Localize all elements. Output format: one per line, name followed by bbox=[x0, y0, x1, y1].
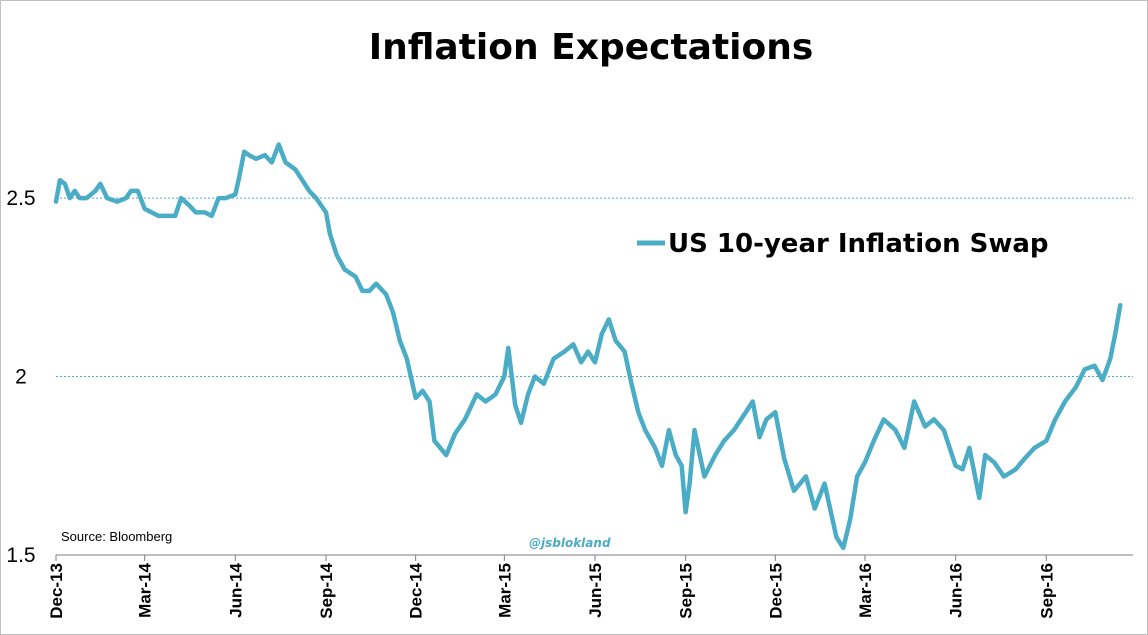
x-tick-label: Sep-16 bbox=[1037, 563, 1056, 619]
source-note: Source: Bloomberg bbox=[61, 529, 172, 544]
series-layer bbox=[53, 142, 1123, 551]
y-tick-label: 1.5 bbox=[6, 544, 35, 567]
x-tick-label: Dec-15 bbox=[766, 563, 785, 619]
y-axis-ticks: 1.5 2 2.5 bbox=[6, 187, 35, 567]
series-line-0 bbox=[53, 142, 1123, 551]
x-tick-label: Jun-16 bbox=[947, 563, 966, 618]
x-axis-ticks: Dec-13 Mar-14 Jun-14 Sep-14 Dec-14 Mar-15 Jun-… bbox=[47, 554, 1133, 619]
y-tick-label: 2.5 bbox=[6, 187, 35, 210]
x-tick-label: Dec-14 bbox=[407, 562, 426, 618]
y-tick-label: 2 bbox=[15, 366, 27, 389]
x-tick-label: Sep-14 bbox=[317, 562, 336, 618]
legend-label: US 10-year Inflation Swap bbox=[668, 229, 1049, 259]
grid-lines bbox=[56, 197, 1133, 378]
x-tick-label: Sep-15 bbox=[677, 563, 696, 619]
x-tick-label: Mar-16 bbox=[856, 563, 875, 618]
chart-title: Inflation Expectations bbox=[369, 27, 814, 68]
x-tick-label: Mar-14 bbox=[136, 562, 155, 617]
x-tick-label: Jun-14 bbox=[226, 562, 245, 617]
watermark: @jsblokland bbox=[529, 536, 611, 550]
x-tick-label: Dec-13 bbox=[47, 563, 66, 619]
legend: US 10-year Inflation Swap bbox=[637, 229, 1049, 259]
x-tick-label: Jun-15 bbox=[586, 563, 605, 618]
x-tick-label: Mar-15 bbox=[495, 563, 514, 618]
